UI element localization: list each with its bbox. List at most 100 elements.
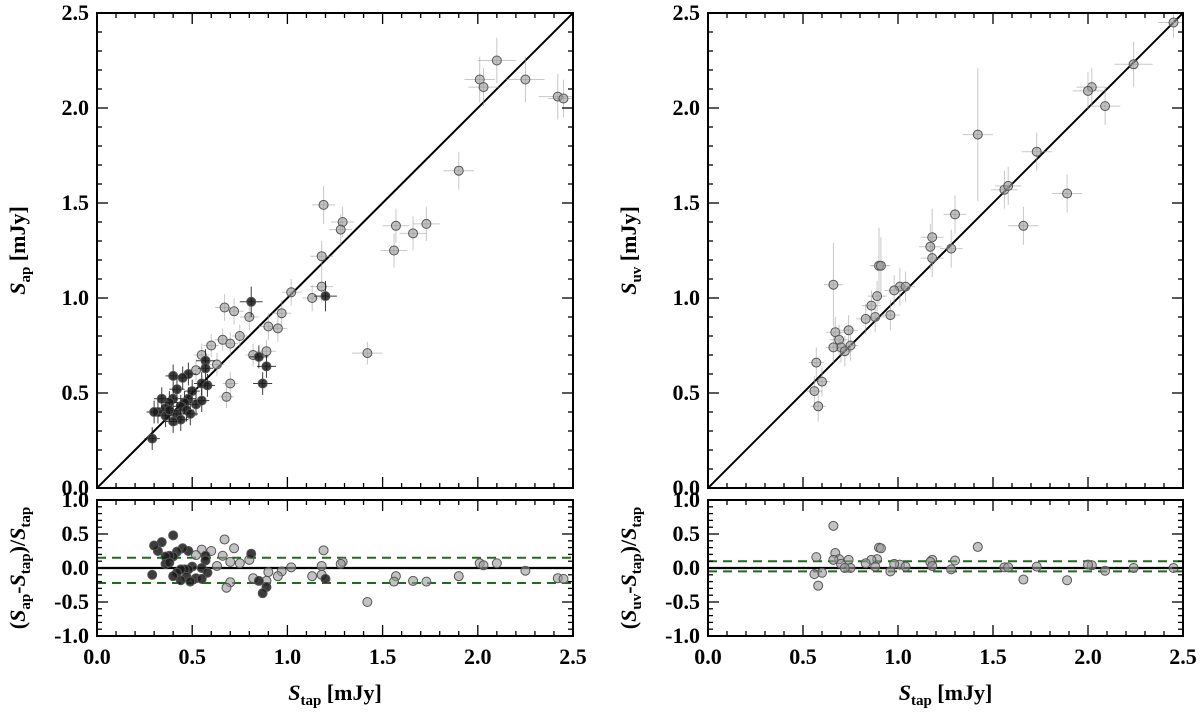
y-axis-title: (Suv-Stap)/Stap	[616, 507, 645, 629]
left-main-panel: 0.0 0.5 1.0 1.5 2.0 2.5 Sap [mJy]	[5, 0, 574, 500]
data-point-gray	[860, 313, 871, 324]
data-point-gray	[225, 378, 236, 389]
y-axis-symbol-c: S	[5, 528, 30, 540]
y-axis-title: Sap [mJy]	[5, 206, 34, 295]
y-axis-symbol: S	[616, 283, 641, 295]
y-tick-label: 1.0	[62, 487, 90, 512]
one-to-one-line	[708, 13, 1183, 488]
data-point-gray	[261, 346, 272, 357]
data-point-gray	[875, 260, 886, 271]
left-main-frame	[96, 12, 574, 489]
residual-point-gray	[1128, 563, 1139, 573]
data-point-gray	[1031, 146, 1042, 157]
y-tick-label: 2.0	[673, 95, 701, 120]
y-tick-label: -1.0	[54, 623, 89, 648]
right-main-frame	[707, 12, 1184, 489]
y-tick-label: 0.0	[673, 475, 701, 500]
y-tick-label: -1.0	[665, 623, 700, 648]
right-main-plot-area	[708, 13, 1183, 488]
residual-point-gray	[272, 571, 283, 582]
y-axis-minus: -	[5, 586, 30, 593]
data-point-gray	[234, 331, 245, 341]
data-point-black	[253, 351, 264, 362]
residual-point-gray	[408, 575, 419, 586]
data-point-gray	[408, 228, 419, 239]
residual-point-black	[196, 573, 207, 584]
y-tick-label: 0.5	[62, 380, 90, 405]
data-point-black	[149, 407, 160, 417]
data-point-gray	[889, 285, 900, 296]
data-point-gray	[1018, 220, 1029, 231]
y-tick-label: 0.0	[62, 555, 90, 580]
y-axis-subscript-b: tap	[629, 553, 645, 574]
residual-point-gray	[1003, 562, 1014, 573]
data-point-gray	[1100, 101, 1111, 112]
data-point-gray	[221, 391, 232, 402]
data-point-gray	[276, 308, 287, 319]
y-tick-label: 1.0	[62, 285, 90, 310]
data-point-gray	[1168, 17, 1179, 28]
data-point-black	[196, 395, 207, 406]
data-point-black	[320, 291, 331, 302]
y-axis-subscript-c: tap	[18, 507, 34, 528]
data-point-black	[257, 378, 268, 389]
data-point-gray	[206, 340, 217, 351]
y-tick-label: 0.5	[62, 521, 90, 546]
residual-point-gray	[263, 567, 274, 578]
data-point-gray	[839, 346, 850, 357]
data-point-gray	[813, 401, 824, 412]
y-tick-label: -0.5	[665, 589, 700, 614]
data-point-black	[177, 372, 188, 383]
y-axis-paren-open: (	[616, 622, 641, 629]
data-point-gray	[828, 342, 839, 353]
y-axis-title: Suv [mJy]	[616, 206, 645, 295]
residual-point-black	[147, 569, 158, 580]
residual-point-black	[185, 576, 196, 587]
left-residual-plot-area	[97, 530, 573, 607]
data-point-gray	[843, 325, 854, 336]
left-residual-frame	[96, 499, 574, 637]
x-tick-label: 0.0	[83, 644, 111, 669]
x-axis-unit: [mJy]	[321, 680, 381, 705]
x-tick-label: 0.0	[694, 644, 722, 669]
residual-point-gray	[813, 580, 824, 591]
right-residual-panel: -1.0 -0.5 0.0 0.5 1.0 0.0 0.5 1.0 1.5 2.0 2.5 Stap …	[616, 487, 1197, 709]
residual-point-black	[175, 575, 186, 586]
data-point-gray	[1128, 59, 1139, 70]
x-tick-label: 1.0	[274, 644, 302, 669]
x-axis-subscript: tap	[300, 693, 321, 709]
data-point-gray	[809, 386, 820, 397]
y-axis-symbol-b: S	[5, 574, 30, 586]
residual-point-gray	[316, 560, 327, 571]
residual-point-gray	[839, 563, 850, 573]
y-tick-label: 2.5	[62, 0, 90, 25]
y-axis-paren-close: )/	[616, 539, 641, 553]
data-point-gray	[307, 293, 318, 303]
data-point-gray	[1062, 188, 1073, 199]
residual-point-gray	[885, 566, 896, 577]
x-axis-title: Stap [mJy]	[288, 680, 382, 709]
left-residual-panel: -1.0 -0.5 0.0 0.5 1.0 0.0 0.5 1.0 1.5 2.0 2.5 Stap …	[5, 487, 587, 709]
y-axis-subscript-a: ap	[18, 594, 34, 610]
data-point-gray	[316, 281, 327, 292]
residual-point-gray	[1031, 561, 1042, 572]
residual-point-gray	[335, 558, 346, 569]
one-to-one-line	[97, 13, 573, 488]
residual-point-gray	[421, 576, 432, 587]
data-point-gray	[362, 348, 373, 359]
residual-point-gray	[478, 560, 489, 571]
residual-point-gray	[927, 560, 938, 571]
x-tick-label: 2.0	[464, 644, 492, 669]
x-tick-label: 2.5	[1169, 644, 1197, 669]
y-tick-label: 1.5	[673, 190, 701, 215]
x-axis-unit: [mJy]	[932, 680, 992, 705]
data-point-gray	[520, 74, 531, 85]
data-point-gray	[828, 279, 839, 290]
y-axis-subscript: uv	[629, 266, 645, 282]
residual-point-gray	[875, 543, 886, 554]
residual-point-gray	[860, 558, 871, 569]
data-point-gray	[389, 245, 400, 256]
residual-point-gray	[229, 543, 240, 554]
data-point-gray	[316, 251, 327, 262]
data-point-gray	[1003, 180, 1014, 191]
